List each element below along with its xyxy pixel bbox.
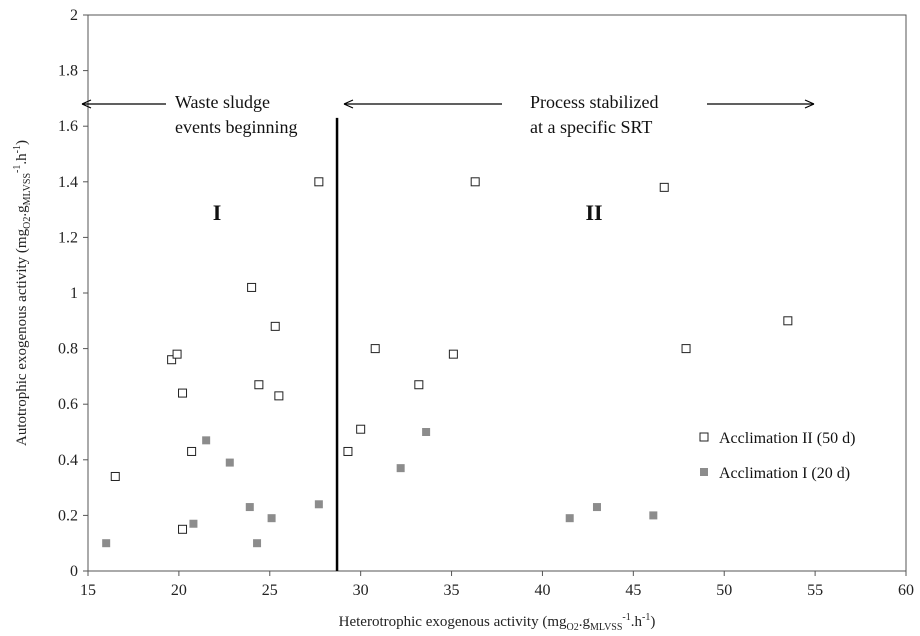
x-tick-label: 60: [898, 582, 914, 599]
x-tick-label: 40: [534, 582, 550, 599]
point-acclimation-i: [314, 500, 323, 509]
x-tick-label: 20: [171, 582, 187, 599]
y-axis-label-sub2: MLVSS: [22, 173, 33, 205]
y-axis-label-sup2: -1: [12, 145, 23, 153]
point-acclimation-ii: [314, 177, 324, 187]
point-acclimation-ii: [172, 349, 182, 359]
point-acclimation-ii: [356, 424, 366, 434]
y-axis-label-tail: .h: [14, 153, 30, 165]
middle-arrow-head: [343, 99, 354, 109]
y-axis-label-mid: .g: [14, 205, 30, 217]
point-acclimation-ii: [343, 446, 353, 456]
y-tick-label: 0.4: [58, 452, 78, 469]
point-acclimation-i: [267, 514, 276, 523]
point-acclimation-ii: [681, 344, 691, 354]
right-arrow-head: [804, 99, 815, 109]
y-tick-label: 1.2: [58, 229, 78, 246]
x-axis-label-sub2: MLVSS: [590, 622, 622, 633]
x-tick-label: 35: [444, 582, 460, 599]
x-axis-label-main: Heterotrophic exogenous activity (mg: [339, 614, 567, 630]
legend-marker-acclimation-i: [700, 468, 708, 476]
x-tick-label: 15: [80, 582, 96, 599]
x-tick-label: 30: [353, 582, 369, 599]
point-acclimation-ii: [274, 391, 284, 401]
annotations: Waste sludge events beginning Process st…: [175, 92, 658, 225]
data-points: [102, 177, 793, 548]
y-tick-label: 0.2: [58, 507, 78, 524]
x-tick-label: 50: [716, 582, 732, 599]
y-tick-label: 1: [70, 285, 78, 302]
left-annotation-line1: Waste sludge: [175, 92, 270, 112]
point-acclimation-i: [422, 428, 431, 436]
x-axis-label-sub1: O2: [567, 622, 579, 633]
point-acclimation-ii: [448, 349, 458, 359]
point-acclimation-ii: [167, 355, 177, 365]
point-acclimation-ii: [187, 446, 197, 456]
right-annotation-line2: at a specific SRT: [530, 117, 652, 137]
point-acclimation-ii: [247, 282, 257, 292]
y-axis-label: Autotrophic exogenous activity (mgO2.gML…: [12, 140, 33, 446]
point-acclimation-ii: [178, 524, 188, 534]
y-tick-label: 1.8: [58, 63, 78, 80]
point-acclimation-i: [189, 519, 198, 528]
y-axis-label-end: ): [14, 140, 30, 145]
point-acclimation-ii: [659, 182, 669, 192]
point-acclimation-ii: [783, 316, 793, 326]
point-acclimation-i: [649, 511, 658, 520]
legend-label-acclimation-ii: Acclimation II (50 d): [719, 430, 855, 447]
region-label-right: II: [585, 200, 602, 225]
point-acclimation-ii: [270, 321, 280, 331]
point-acclimation-i: [592, 503, 601, 512]
point-acclimation-ii: [254, 380, 264, 390]
x-axis-label-tail: .h: [631, 614, 643, 630]
x-axis-label-sup2: -1: [642, 612, 650, 623]
x-axis-ticks: 15 20 25 30 35 40 45 50 55 60: [80, 571, 914, 599]
y-axis-label-main: Autotrophic exogenous activity (mg: [14, 228, 30, 446]
y-tick-label: 2: [70, 7, 78, 24]
left-arrow-head: [81, 99, 92, 109]
left-annotation-line2: events beginning: [175, 117, 297, 137]
y-tick-label: 1.4: [58, 174, 78, 191]
x-tick-label: 25: [262, 582, 278, 599]
y-axis-label-sub1: O2: [22, 217, 33, 229]
y-tick-label: 0.8: [58, 341, 78, 358]
annotation-arrows: [81, 99, 815, 109]
x-axis-label-sup: -1: [622, 612, 630, 623]
point-acclimation-i: [202, 436, 211, 445]
x-tick-label: 45: [625, 582, 641, 599]
point-acclimation-i: [253, 539, 262, 548]
point-acclimation-i: [102, 539, 111, 548]
y-tick-label: 0: [70, 563, 78, 580]
right-annotation-line1: Process stabilized: [530, 92, 658, 112]
point-acclimation-i: [225, 458, 234, 467]
point-acclimation-ii: [178, 388, 188, 398]
x-axis-label-end: ): [650, 614, 655, 630]
x-axis-label: Heterotrophic exogenous activity (mgO2.g…: [339, 612, 656, 633]
y-axis-label-sup: -1: [12, 165, 23, 173]
legend-marker-acclimation-ii: [699, 432, 709, 442]
legend-label-acclimation-i: Acclimation I (20 d): [719, 465, 850, 482]
region-label-left: I: [213, 200, 222, 225]
point-acclimation-ii: [370, 344, 380, 354]
point-acclimation-ii: [110, 471, 120, 481]
point-acclimation-i: [396, 464, 405, 473]
y-tick-label: 0.6: [58, 396, 78, 413]
y-tick-label: 1.6: [58, 118, 78, 135]
point-acclimation-i: [565, 514, 574, 523]
x-axis-label-mid: .g: [579, 614, 591, 630]
legend: Acclimation II (50 d) Acclimation I (20 …: [699, 430, 855, 482]
point-acclimation-ii: [470, 177, 480, 187]
point-acclimation-ii: [414, 380, 424, 390]
y-axis-ticks: 0 0.2 0.4 0.6 0.8 1 1.2 1.4 1.6 1.8 2: [58, 7, 88, 580]
x-tick-label: 55: [807, 582, 823, 599]
point-acclimation-i: [245, 503, 254, 512]
